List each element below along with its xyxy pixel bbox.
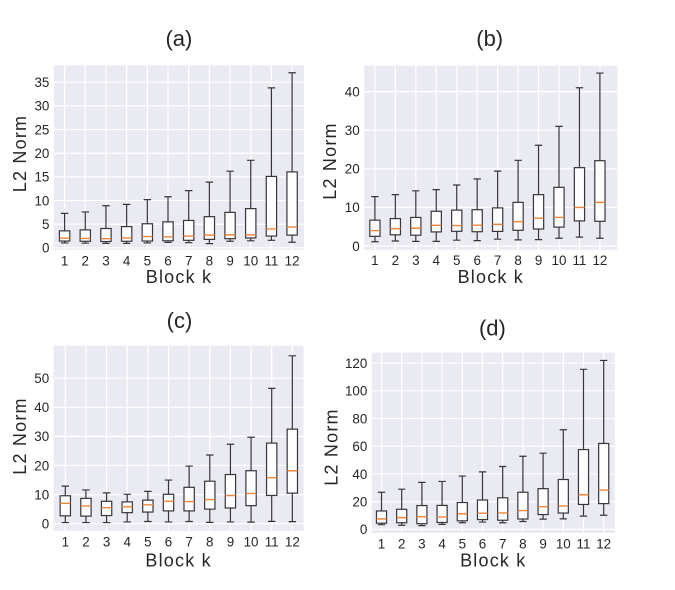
svg-text:4: 4 [123,534,131,549]
svg-text:L2 Norm: L2 Norm [322,408,342,485]
svg-text:40: 40 [345,84,360,99]
svg-text:30: 30 [34,99,49,114]
svg-text:4: 4 [438,536,446,551]
svg-text:35: 35 [34,75,49,90]
svg-text:L2 Norm: L2 Norm [10,115,30,192]
svg-text:10: 10 [345,200,360,215]
svg-text:2: 2 [398,536,405,551]
svg-text:120: 120 [345,356,367,371]
svg-text:5: 5 [144,534,151,549]
svg-text:11: 11 [264,253,278,268]
svg-text:7: 7 [185,253,192,268]
svg-text:9: 9 [535,253,542,268]
svg-text:3: 3 [418,536,425,551]
svg-text:Block k: Block k [145,550,211,570]
svg-text:11: 11 [577,536,591,551]
svg-text:Block k: Block k [146,267,212,287]
svg-text:5: 5 [453,253,460,268]
svg-text:5: 5 [144,253,151,268]
svg-text:30: 30 [34,429,49,444]
svg-text:12: 12 [285,253,300,268]
svg-text:8: 8 [206,253,213,268]
svg-text:8: 8 [514,253,521,268]
svg-text:30: 30 [345,123,360,138]
svg-text:40: 40 [352,467,367,482]
svg-text:7: 7 [499,536,506,551]
svg-text:0: 0 [42,517,49,532]
svg-text:20: 20 [345,162,360,177]
svg-text:2: 2 [392,253,399,268]
svg-text:7: 7 [185,534,192,549]
svg-text:11: 11 [265,534,279,549]
svg-text:6: 6 [164,253,171,268]
svg-text:15: 15 [34,170,49,185]
svg-text:Block k: Block k [460,550,526,570]
svg-text:7: 7 [494,253,501,268]
svg-text:11: 11 [572,253,586,268]
svg-text:12: 12 [592,253,607,268]
svg-text:100: 100 [345,384,367,399]
svg-text:L2 Norm: L2 Norm [10,397,30,474]
svg-text:0: 0 [42,241,49,256]
svg-text:(a): (a) [165,26,192,51]
svg-text:6: 6 [473,253,480,268]
svg-text:2: 2 [82,253,89,268]
svg-text:25: 25 [34,122,49,137]
svg-text:0: 0 [352,239,359,254]
svg-text:(c): (c) [167,308,193,333]
svg-text:60: 60 [352,439,367,454]
svg-text:6: 6 [165,534,172,549]
svg-text:10: 10 [34,487,49,502]
svg-text:20: 20 [34,458,49,473]
svg-text:10: 10 [552,253,567,268]
svg-text:8: 8 [519,536,526,551]
svg-text:L2 Norm: L2 Norm [320,122,340,199]
svg-text:12: 12 [285,534,300,549]
svg-text:50: 50 [34,371,49,386]
svg-text:Block k: Block k [458,267,524,287]
svg-text:10: 10 [243,253,258,268]
svg-text:1: 1 [378,536,385,551]
svg-text:5: 5 [42,217,49,232]
svg-text:10: 10 [34,193,49,208]
svg-text:8: 8 [206,534,213,549]
svg-text:1: 1 [62,534,69,549]
svg-text:20: 20 [34,146,49,161]
svg-text:4: 4 [123,253,131,268]
svg-text:1: 1 [371,253,378,268]
svg-text:2: 2 [82,534,89,549]
svg-text:80: 80 [352,411,367,426]
svg-text:0: 0 [360,522,367,537]
svg-text:(b): (b) [476,26,503,51]
svg-text:12: 12 [596,536,611,551]
svg-text:6: 6 [479,536,486,551]
svg-text:9: 9 [539,536,546,551]
svg-text:40: 40 [34,400,49,415]
svg-text:5: 5 [459,536,466,551]
svg-text:3: 3 [102,253,109,268]
svg-text:10: 10 [556,536,571,551]
svg-text:20: 20 [352,494,367,509]
svg-text:1: 1 [61,253,68,268]
svg-text:9: 9 [227,534,234,549]
svg-text:9: 9 [226,253,233,268]
svg-text:3: 3 [103,534,110,549]
svg-text:(d): (d) [479,315,506,340]
svg-text:4: 4 [433,253,441,268]
svg-text:3: 3 [412,253,419,268]
svg-text:10: 10 [244,534,259,549]
